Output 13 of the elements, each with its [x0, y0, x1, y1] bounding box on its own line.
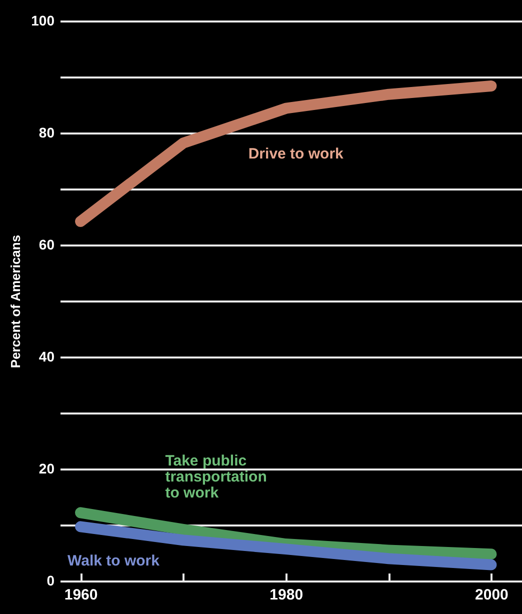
series-label: Walk to work — [68, 552, 160, 570]
y-tick-label: 60 — [38, 236, 55, 252]
y-tick-label: 100 — [31, 12, 55, 28]
x-tick-label: 1960 — [64, 586, 98, 604]
y-tick-label: 80 — [38, 124, 55, 140]
y-tick-label: 40 — [38, 348, 55, 364]
y-axis-title: Percent of Americans — [8, 234, 24, 368]
series-label: Drive to work — [248, 145, 344, 162]
x-tick-label: 2000 — [475, 586, 508, 604]
y-tick-label: 0 — [46, 572, 55, 588]
series-label: Take public transportation to work — [165, 452, 267, 502]
x-tick-label: 1980 — [270, 586, 304, 604]
y-tick-label: 20 — [38, 460, 55, 476]
